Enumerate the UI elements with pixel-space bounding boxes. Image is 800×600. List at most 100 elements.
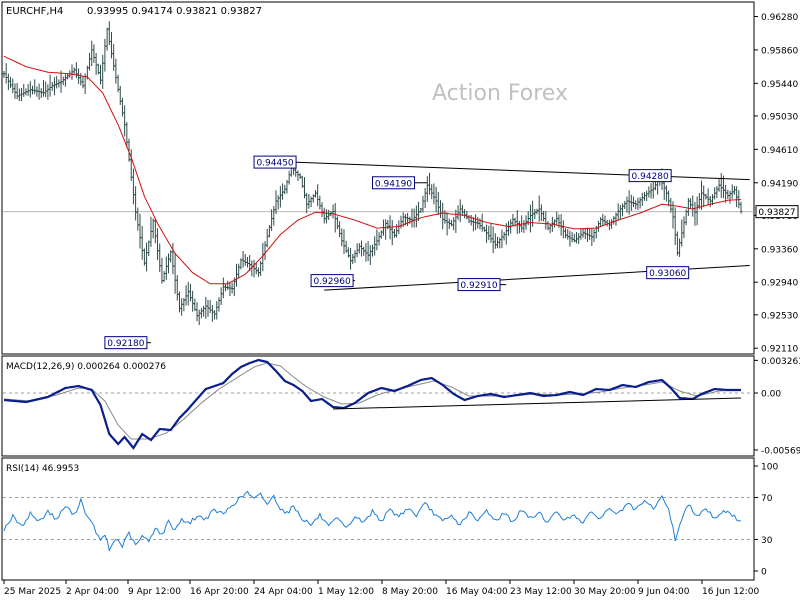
- price-bar: [342, 229, 346, 254]
- annotation-label: 0.94190: [375, 179, 412, 189]
- annotation-box: [457, 278, 501, 292]
- price-bar: [564, 228, 567, 239]
- price-bar: [675, 231, 679, 256]
- annotation-box: [372, 176, 415, 190]
- price-bar: [634, 200, 638, 210]
- price-bar: [48, 74, 52, 97]
- macd-line: [3, 358, 741, 450]
- macd-panel-frame: [1, 355, 755, 457]
- price-bar: [689, 198, 692, 210]
- price-bar: [474, 214, 477, 231]
- current-price-tag: 0.93827: [755, 205, 799, 219]
- time-axis-label: 8 May 20:00: [382, 587, 438, 597]
- price-bar: [577, 233, 581, 245]
- price-bar: [265, 228, 269, 248]
- price-bar: [298, 173, 302, 180]
- price-bar: [570, 232, 574, 243]
- price-bar: [524, 215, 528, 230]
- price-bar: [430, 184, 434, 200]
- price-axis-label: 0.93360: [761, 245, 798, 255]
- price-axis-label: 0.94190: [761, 179, 798, 189]
- price-axis-label: 0.95440: [761, 80, 798, 90]
- price-bar: [215, 301, 219, 320]
- price-bar: [463, 209, 467, 219]
- price-bar: [26, 84, 30, 96]
- price-level-annotation: 0.92910: [457, 278, 507, 292]
- price-bar: [270, 209, 274, 231]
- price-bar: [491, 226, 495, 253]
- price-bar: [147, 240, 151, 256]
- price-bar: [121, 97, 124, 117]
- price-bar: [643, 192, 646, 201]
- price-bar: [559, 214, 563, 236]
- price-bar: [191, 290, 195, 312]
- price-bar: [542, 210, 545, 222]
- price-bar: [123, 105, 127, 137]
- price-bar: [110, 31, 113, 59]
- price-bar: [739, 201, 743, 214]
- price-bar: [241, 250, 245, 268]
- price-bar: [322, 207, 326, 224]
- price-bar: [632, 196, 635, 208]
- price-bar: [197, 309, 201, 325]
- price-bar: [184, 285, 188, 306]
- rsi-panel-frame: [1, 457, 755, 581]
- time-axis-label: 16 Apr 20:00: [190, 587, 249, 597]
- time-axis-label: 30 May 20:00: [574, 587, 636, 597]
- macd-signal-line: [3, 362, 742, 440]
- price-bar: [399, 215, 403, 229]
- price-bar: [498, 237, 502, 249]
- price-bar: [263, 241, 267, 260]
- price-bar: [287, 170, 291, 185]
- price-bar: [22, 84, 26, 97]
- price-bar: [134, 186, 138, 221]
- price-bar: [114, 58, 118, 84]
- price-axis-label: 0.95860: [761, 46, 798, 56]
- price-bar: [548, 223, 552, 234]
- price-bar: [64, 74, 67, 87]
- rsi-line: [3, 490, 742, 552]
- price-bar: [254, 262, 258, 275]
- price-bar: [476, 217, 480, 229]
- macd-trendline: [333, 397, 742, 410]
- price-bar: [603, 215, 607, 225]
- price-bar: [272, 206, 276, 226]
- price-bar: [678, 238, 681, 257]
- price-bar: [50, 82, 54, 91]
- price-bar: [621, 203, 624, 217]
- price-bar: [213, 310, 216, 320]
- price-bar: [452, 217, 456, 231]
- annotation-label: 0.92960: [313, 277, 350, 287]
- price-bar: [529, 204, 532, 233]
- price-bar: [20, 88, 23, 102]
- price-bar: [702, 185, 706, 207]
- price-bar: [296, 170, 300, 181]
- price-bar: [592, 229, 596, 242]
- price-bar: [320, 202, 324, 218]
- annotation-label: 0.92180: [107, 339, 144, 349]
- price-bar: [217, 297, 221, 312]
- price-bar: [645, 190, 649, 202]
- price-bar: [167, 253, 170, 274]
- rsi-axis-label: 70: [761, 494, 773, 504]
- price-bar: [353, 250, 357, 263]
- price-bar: [186, 281, 190, 306]
- price-bar: [445, 212, 449, 236]
- time-axis-label: 24 Apr 04:00: [254, 587, 313, 597]
- price-bar: [443, 210, 447, 224]
- price-bar: [546, 221, 550, 231]
- price-bar: [90, 40, 94, 67]
- price-bar: [726, 189, 730, 200]
- price-bar: [180, 298, 184, 316]
- price-bar: [500, 229, 504, 249]
- price-bar: [39, 88, 43, 99]
- price-bar: [428, 172, 431, 195]
- price-bar: [539, 204, 543, 222]
- price-bar: [318, 195, 322, 210]
- price-bar: [210, 304, 214, 322]
- macd-plot: [3, 358, 754, 450]
- price-bar: [195, 302, 199, 322]
- price-bar: [200, 308, 203, 319]
- time-axis-label: 9 Jun 04:00: [638, 587, 690, 597]
- price-bar: [276, 195, 280, 210]
